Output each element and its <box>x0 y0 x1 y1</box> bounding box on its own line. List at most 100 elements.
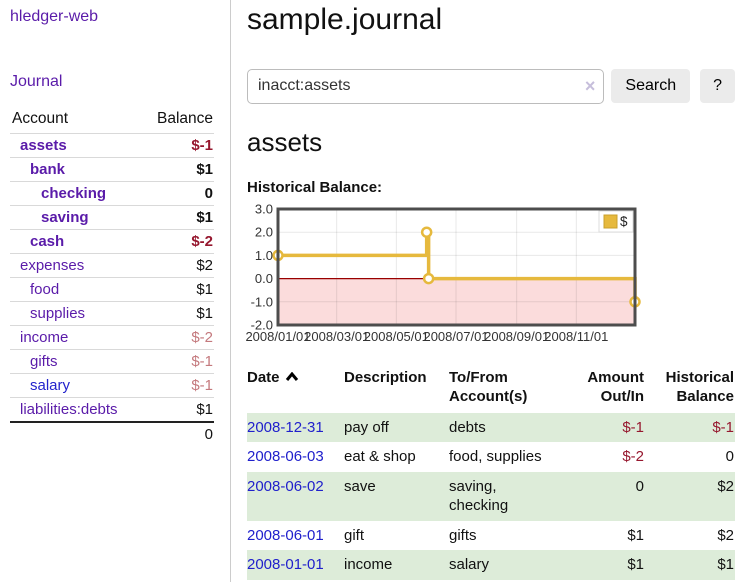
sidebar: hledger-web Journal Account Balance asse… <box>0 0 231 582</box>
txn-amount: $1 <box>627 526 644 544</box>
txn-amount: $1 <box>627 556 644 573</box>
account-balance: $1 <box>141 205 214 230</box>
account-link-cash[interactable]: cash <box>30 233 65 250</box>
account-balance: $-1 <box>141 373 214 398</box>
register-row: 2008-06-02 save saving, checking 0 $2 <box>247 471 735 521</box>
chart-label: Historical Balance: <box>247 178 383 196</box>
account-balance: $-2 <box>141 325 214 350</box>
account-link-checking[interactable]: checking <box>41 185 107 202</box>
x-tick-label: 2008/07/01 <box>423 329 488 344</box>
account-row: supplies $1 <box>10 301 214 326</box>
account-balance: $2 <box>141 253 214 278</box>
account-row: assets $-1 <box>10 133 214 158</box>
x-tick-label: 2008/05/01 <box>364 329 429 344</box>
account-balance: $1 <box>141 277 214 302</box>
search-input[interactable] <box>247 68 605 104</box>
x-tick-label: 2008/11/01 <box>544 329 608 344</box>
x-tick-label: 2008/01/01 <box>245 329 310 344</box>
account-title: assets <box>247 126 323 157</box>
register-col-date[interactable]: Date <box>247 366 344 413</box>
txn-description: gift <box>344 526 365 544</box>
account-link-food[interactable]: food <box>30 281 60 298</box>
search-form: × Search ? <box>247 68 735 104</box>
txn-date-link[interactable]: 2008-06-02 <box>247 477 324 495</box>
accounts-table: Account Balance assets $-1 bank $1 checkin… <box>10 107 214 446</box>
account-link-assets[interactable]: assets <box>20 137 67 154</box>
txn-description: save <box>344 477 376 495</box>
txn-date-link[interactable]: 2008-01-01 <box>247 556 324 573</box>
account-row: liabilities:debts $1 <box>10 397 214 422</box>
account-row: checking 0 <box>10 181 214 206</box>
account-balance: $1 <box>141 397 214 422</box>
main-content: sample.journal × Search ? assets Histori… <box>232 0 742 582</box>
account-row: salary $-1 <box>10 373 214 398</box>
register-col-balance: Historical Balance <box>665 368 734 406</box>
txn-description: eat & shop <box>344 448 416 465</box>
account-row: saving $1 <box>10 205 214 230</box>
txn-balance: $1 <box>717 556 734 573</box>
account-row: food $1 <box>10 277 214 302</box>
register-row: 2008-01-01 income salary $1 $1 <box>247 550 735 580</box>
account-link-salary[interactable]: salary <box>30 377 71 394</box>
account-row: cash $-2 <box>10 229 214 254</box>
register-row: 2008-06-01 gift gifts $1 $2 <box>247 521 735 551</box>
txn-amount: $-2 <box>622 448 644 465</box>
account-link-expenses[interactable]: expenses <box>20 257 85 274</box>
accounts-col-account: Account <box>12 110 69 127</box>
y-tick-label: -1.0 <box>251 294 273 309</box>
register-col-description: Description <box>344 368 427 386</box>
app-title[interactable]: hledger-web <box>10 8 99 25</box>
account-balance: $-1 <box>141 349 214 374</box>
account-balance: 0 <box>141 181 214 206</box>
txn-balance: $2 <box>717 477 734 495</box>
page-title: sample.journal <box>247 3 443 36</box>
register-col-tofrom: To/From Account(s) <box>449 368 528 406</box>
txn-date-link[interactable]: 2008-06-03 <box>247 448 324 465</box>
account-balance: $-1 <box>141 133 214 158</box>
account-row: expenses $2 <box>10 253 214 278</box>
account-link-saving[interactable]: saving <box>41 209 89 226</box>
txn-balance: $2 <box>717 526 734 544</box>
accounts-total-row: 0 <box>10 421 214 446</box>
y-tick-label: 0.0 <box>255 271 273 286</box>
register-row: 2008-06-03 eat & shop food, supplies $-2… <box>247 442 735 472</box>
account-link-liabilities-debts[interactable]: liabilities:debts <box>20 401 118 418</box>
y-tick-label: 2.0 <box>255 224 273 239</box>
search-button[interactable]: Search <box>611 69 691 103</box>
help-button[interactable]: ? <box>700 69 735 103</box>
account-balance: $1 <box>141 157 214 182</box>
plot-border <box>276 207 637 326</box>
txn-accounts: gifts <box>449 526 477 544</box>
register-row: 2008-12-31 pay off debts $-1 $-1 <box>247 412 735 442</box>
data-point-marker <box>420 225 433 238</box>
legend-label: $ <box>620 214 628 229</box>
account-row: gifts $-1 <box>10 349 214 374</box>
register-col-amount: Amount Out/In <box>587 368 644 406</box>
sort-asc-icon <box>285 368 299 388</box>
txn-accounts: saving, checking <box>449 477 509 515</box>
txn-balance: $-1 <box>712 418 734 436</box>
y-tick-label: -2.0 <box>251 317 273 332</box>
register-table: Date Description To/From Account(s) Amoun… <box>247 366 735 580</box>
txn-amount: $-1 <box>622 418 644 436</box>
account-link-gifts[interactable]: gifts <box>30 353 58 370</box>
negative-region <box>278 278 635 325</box>
historical-balance-chart: $3.0 2.0 1.0 0.0 -1.0 -2.02008/01/012008/03/0… <box>245 201 641 344</box>
txn-accounts: food, supplies <box>449 448 542 465</box>
account-link-supplies[interactable]: supplies <box>30 305 86 322</box>
legend-swatch <box>603 214 618 228</box>
x-tick-label: 2008/09/01 <box>484 329 549 344</box>
txn-date-link[interactable]: 2008-06-01 <box>247 526 324 544</box>
sidebar-item-journal[interactable]: Journal <box>10 73 63 90</box>
account-link-income[interactable]: income <box>20 329 69 346</box>
txn-description: income <box>344 556 393 573</box>
clear-search-icon[interactable]: × <box>584 75 596 96</box>
data-point-marker <box>422 272 435 284</box>
account-link-bank[interactable]: bank <box>30 161 66 178</box>
txn-date-link[interactable]: 2008-12-31 <box>247 418 324 436</box>
account-balance: $1 <box>141 301 214 326</box>
accounts-col-balance: Balance <box>156 110 213 127</box>
txn-accounts: salary <box>449 556 490 573</box>
y-tick-label: 1.0 <box>255 247 273 262</box>
account-row: bank $1 <box>10 157 214 182</box>
